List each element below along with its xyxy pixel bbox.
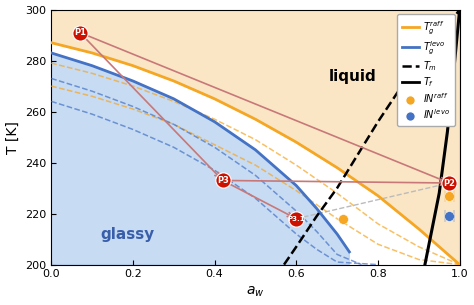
X-axis label: $a_w$: $a_w$ (246, 285, 264, 300)
Text: glassy: glassy (100, 227, 155, 242)
Text: P3: P3 (217, 176, 228, 185)
Text: P1: P1 (74, 28, 86, 37)
Text: liquid: liquid (329, 69, 377, 84)
Y-axis label: T [K]: T [K] (6, 121, 19, 153)
Legend: $T_g^{raff}$, $T_g^{levo}$, $T_m$, $T_f$, $IN^{raff}$, $IN^{levo}$: $T_g^{raff}$, $T_g^{levo}$, $T_m$, $T_f$… (397, 14, 455, 126)
Text: P2: P2 (443, 178, 456, 188)
Polygon shape (51, 53, 349, 265)
Polygon shape (51, 9, 460, 265)
Text: P3.1: P3.1 (287, 216, 305, 222)
